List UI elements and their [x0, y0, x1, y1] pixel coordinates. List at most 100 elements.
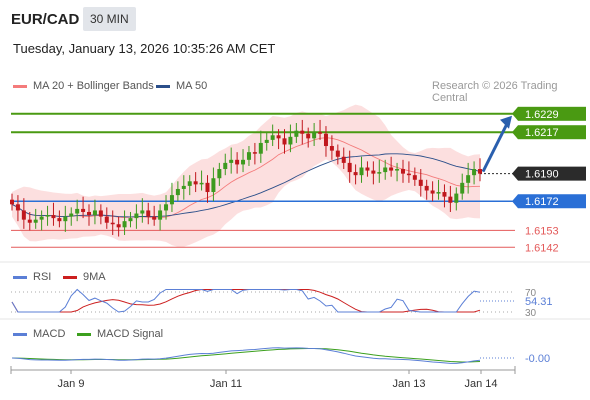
candle-body [460, 182, 465, 194]
candle-body [400, 169, 405, 174]
candle-body [312, 132, 317, 139]
candle-body [341, 156, 346, 163]
level-tag-1.6172 [518, 194, 586, 209]
candle-body [276, 135, 281, 139]
macd-swatch [13, 332, 27, 336]
candle-body [371, 170, 376, 174]
candle-body [323, 133, 328, 147]
candle-body [288, 136, 293, 145]
candle-body [181, 185, 186, 189]
candle-body [241, 159, 246, 165]
candle-body [217, 169, 222, 179]
candle-body [63, 216, 68, 222]
rsi-9ma-swatch [63, 275, 77, 279]
legend-macd-signal: MACD Signal [77, 328, 163, 340]
candle-body [306, 133, 311, 139]
candle-body [418, 179, 423, 186]
candle-body [359, 167, 364, 176]
candle-body [98, 210, 103, 217]
candle-body [223, 162, 228, 170]
candle-body [211, 178, 216, 193]
macd-value-label: -0.00 [525, 353, 550, 365]
moving-averages [11, 137, 481, 219]
candle-body [430, 190, 435, 194]
candle-body [300, 130, 305, 134]
candle-body [478, 169, 482, 174]
candle-body [466, 175, 471, 183]
candle-body [329, 146, 334, 151]
key-levels [11, 112, 515, 248]
level-label-1.6190: 1.6190 [525, 169, 559, 181]
candle-body [282, 138, 287, 145]
level-tag-pointer [512, 194, 518, 209]
candle-body [246, 152, 251, 160]
candle-body [270, 135, 275, 140]
ma50-swatch [156, 84, 170, 88]
x-axis-ticks: Jan 9 Jan 11 Jan 13 Jan 14 [10, 366, 516, 390]
macd-legend-label: MACD [33, 328, 66, 340]
level-labels: 1.6229 1.6217 1.6190 1.6172 1.6153 1.6142 [512, 106, 586, 254]
candle-body [424, 185, 429, 191]
ma50-legend-label: MA 50 [176, 80, 208, 92]
candle-body [175, 188, 180, 196]
x-tick-label: Jan 14 [464, 378, 497, 390]
candle-body [69, 213, 74, 217]
candle-body [39, 216, 44, 220]
chart-header: EUR/CAD 30 MIN [0, 0, 590, 36]
macd-signal-legend-label: MACD Signal [97, 328, 164, 340]
candle-body [395, 169, 400, 171]
candle-body [472, 169, 477, 176]
candle-body [10, 199, 14, 205]
legend-macd: MACD [13, 328, 65, 340]
candle-body [152, 216, 157, 220]
source-credit: Research © 2026 Trading Central [432, 80, 558, 104]
candle-body [116, 224, 121, 228]
candle-body [128, 218, 133, 222]
candle-body [412, 175, 417, 180]
rsi-value-label: 54.31 [525, 296, 553, 308]
candle-body [92, 210, 97, 216]
candle-body [75, 208, 80, 214]
level-tag-pointer [512, 106, 518, 121]
bollinger-band-fill [12, 104, 480, 247]
candle-body [365, 167, 370, 171]
level-label-1.6229: 1.6229 [525, 109, 559, 121]
macd-line [11, 347, 481, 364]
legend-rsi-9ma: 9MA [63, 271, 106, 283]
candle-body [318, 132, 323, 134]
ma20-line [11, 137, 481, 219]
candle-body [454, 193, 459, 203]
level-label-1.6142: 1.6142 [525, 242, 559, 254]
candle-body [187, 181, 192, 186]
rsi-line [11, 288, 481, 313]
candle-body [27, 219, 32, 223]
candle-body [158, 210, 163, 220]
level-tag-pointer [512, 166, 518, 181]
ma50-line [11, 153, 481, 218]
candle-body [199, 182, 204, 185]
candle-body [57, 218, 62, 222]
rsi-tick-70: 70 [525, 288, 537, 299]
candle-body [33, 219, 38, 223]
timeframe-badge[interactable]: 30 MIN [83, 7, 136, 31]
candle-body [377, 172, 382, 174]
candle-body [81, 208, 86, 212]
candle-body [252, 152, 257, 154]
rsi-legend-label: RSI [33, 271, 52, 283]
ma20-swatch [13, 84, 27, 88]
candle-body [347, 162, 352, 173]
candle-body [15, 204, 20, 211]
ma20-legend-label: MA 20 + Bollinger Bands [33, 80, 154, 92]
candle-body [122, 221, 127, 228]
rsi-swatch [13, 275, 27, 279]
candle-body [104, 216, 109, 223]
candle-body [258, 142, 263, 154]
symbol-label: EUR/CAD [11, 11, 80, 28]
candle-body [335, 150, 340, 157]
candle-body [164, 204, 169, 211]
legend-rsi: RSI [13, 271, 51, 283]
candle-body [51, 215, 56, 219]
candle-body [110, 222, 115, 225]
